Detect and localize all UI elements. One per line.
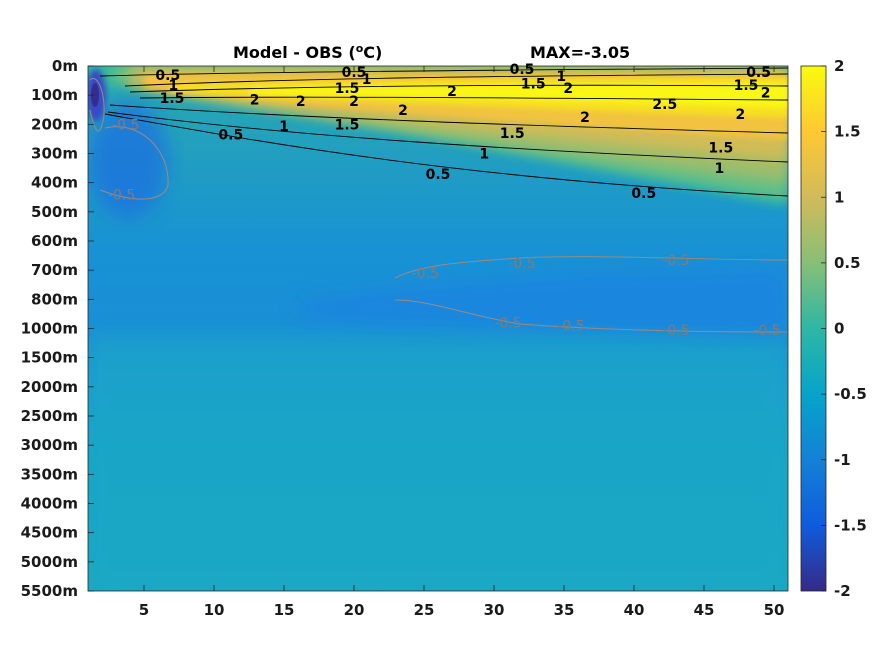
contour-label: 1 [479,147,489,163]
chart-title-right: MAX=-3.05 [530,43,630,62]
contour-label: -0.5 [662,323,689,339]
contour-label: 2 [563,81,573,97]
x-tick-label: 35 [554,601,575,619]
contour-label: -0.5 [412,266,439,282]
y-tick-label: 700m [31,261,78,279]
title-unit: C) [363,43,382,62]
colorbar-tick-label: 0 [834,320,844,338]
x-tick-label: 10 [204,601,225,619]
y-tick-label: 2500m [21,407,78,425]
contour-label: 2 [761,85,771,101]
contour-label: 2 [250,93,260,109]
colorbar-tick-label: 2 [834,57,844,75]
colorbar-tick-label: -1 [834,451,851,469]
contour-label: -0.5 [662,253,689,269]
contour-label: 2 [349,94,359,110]
colorbar-tick-label: 1 [834,188,844,206]
colorbar-tick-label: -2 [834,582,851,600]
colorbar-ticks: 2 1.5 1 0.5 0 -0.5 -1 -1.5 -2 [821,57,867,600]
x-tick-label: 15 [274,601,295,619]
contour-label: 1.5 [160,91,185,107]
contour-label: -0.5 [112,117,139,133]
colorbar-tick-label: 0.5 [834,254,861,272]
y-tick-label: 1000m [21,320,78,338]
contour-label: 2 [736,107,746,123]
contour-label: 0.5 [746,65,771,81]
contour-label: 2 [398,103,408,119]
colorbar-tick-label: -0.5 [834,385,867,403]
contour-label: -0.5 [108,187,135,203]
title-text: Model - OBS ( [233,43,356,62]
y-tick-label: 3000m [21,436,78,454]
x-tick-label: 40 [624,601,645,619]
y-tick-label: 500m [31,203,78,221]
colorbar-tick-label: -1.5 [834,516,867,534]
contour-label: 1 [279,119,289,135]
y-tick-label: 1500m [21,349,78,367]
contour-label: 1 [556,69,566,85]
contour-label: 0.5 [218,128,243,144]
y-tick-label: 3500m [21,465,78,483]
y-axis: 0m 100m 200m 300m 400m 500m 600m 700m 800m 1000m 1… [21,57,94,600]
contour-label: 1.5 [708,141,733,157]
contour-label: 2 [296,94,306,110]
x-axis: 5 10 15 20 25 30 35 40 45 50 [139,66,785,619]
x-tick-label: 5 [139,601,149,619]
y-tick-label: 400m [31,174,78,192]
contour-label: 0.5 [426,167,451,183]
y-tick-label: 2000m [21,378,78,396]
chart-title-left: Model - OBS (oC) [233,42,382,62]
y-tick-label: 600m [31,232,78,250]
contour-lines-positive [99,67,788,197]
contour-label: 1 [715,161,725,177]
contour-label: -0.5 [753,323,780,339]
contour-label: -0.5 [557,319,584,335]
x-tick-label: 25 [414,601,435,619]
x-tick-label: 20 [344,601,365,619]
contour-label: 1.5 [335,81,360,97]
colorbar-tick-label: 1.5 [834,123,861,141]
x-tick-label: 30 [484,601,505,619]
y-tick-label: 5000m [21,553,78,571]
y-tick-label: 100m [31,86,78,104]
y-tick-label: 800m [31,290,78,308]
contour-label: -0.5 [494,316,521,332]
contour-label: 0.5 [342,65,367,81]
contour-label: 2.5 [652,97,677,113]
title-degree: o [356,42,364,55]
contour-lines-negative [89,77,788,333]
x-tick-label: 45 [694,601,715,619]
contour-label: 2 [580,110,590,126]
contour-label: 1.5 [500,126,525,142]
heatmap-field [88,66,788,591]
y-tick-label: 200m [31,115,78,133]
y-tick-label: 4000m [21,495,78,513]
contour-label: 0.5 [155,68,180,84]
contour-label: 1.5 [734,78,759,94]
contour-label: 1.5 [335,117,360,133]
contour-label: 0.5 [510,62,535,78]
y-tick-label: 5500m [21,582,78,600]
y-tick-label: 4500m [21,524,78,542]
contour-label: -0.5 [508,256,535,272]
y-tick-label: 300m [31,145,78,163]
contour-label: 2 [447,84,457,100]
contour-label: 1.5 [521,77,546,93]
contour-label: 0.5 [631,186,656,202]
y-tick-label: 0m [52,57,78,75]
contour-label: 1 [362,72,372,88]
x-tick-label: 50 [764,601,785,619]
contour-label: 1 [169,78,179,94]
